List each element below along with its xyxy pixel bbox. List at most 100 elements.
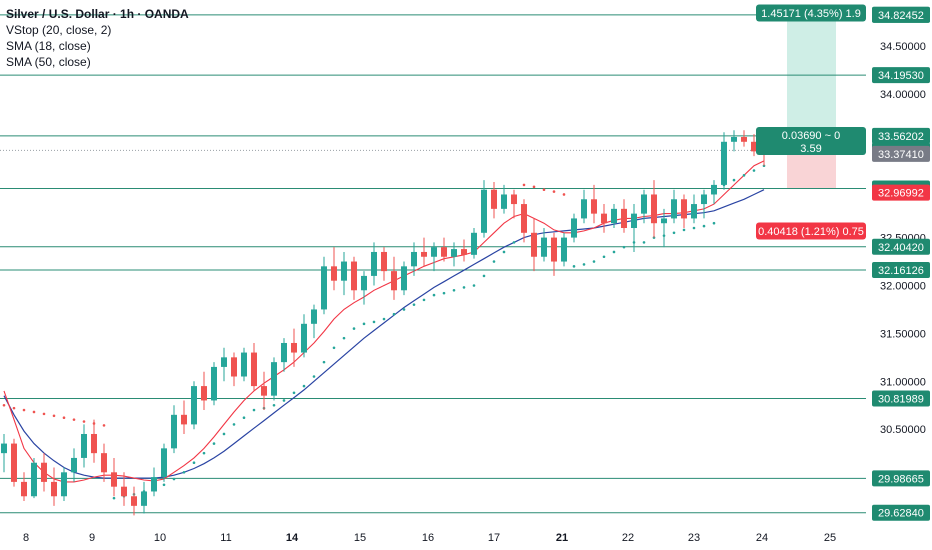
candle-body[interactable] xyxy=(581,199,587,219)
candle-body[interactable] xyxy=(671,199,677,219)
candle-body[interactable] xyxy=(571,218,577,238)
candle-body[interactable] xyxy=(611,208,617,224)
candle-body[interactable] xyxy=(111,472,117,487)
candle-body[interactable] xyxy=(711,184,717,195)
candle-body[interactable] xyxy=(181,414,187,425)
candle-body[interactable] xyxy=(191,386,197,425)
candle-body[interactable] xyxy=(481,189,487,233)
candle-body[interactable] xyxy=(21,481,27,497)
stop-label-box[interactable] xyxy=(756,222,866,240)
candle-body[interactable] xyxy=(521,204,527,233)
candle-body[interactable] xyxy=(161,448,167,478)
candle-body[interactable] xyxy=(91,433,97,454)
candle-body[interactable] xyxy=(501,194,507,209)
candle-body[interactable] xyxy=(531,232,537,257)
vstop-dot xyxy=(572,265,576,268)
candle-body[interactable] xyxy=(431,247,437,257)
candle-body[interactable] xyxy=(591,199,597,214)
candle-body[interactable] xyxy=(391,271,397,291)
candle-body[interactable] xyxy=(541,237,547,257)
candle-body[interactable] xyxy=(31,462,37,497)
indicator-vstop[interactable]: VStop (20, close, 2) xyxy=(6,23,112,37)
candle-body[interactable] xyxy=(461,249,467,255)
y-tick-label: 34.00000 xyxy=(880,89,926,101)
candle-body[interactable] xyxy=(451,249,457,257)
price-badge[interactable] xyxy=(872,67,930,84)
candle-body[interactable] xyxy=(471,232,477,255)
candle-body[interactable] xyxy=(151,477,157,492)
candle-body[interactable] xyxy=(71,457,77,473)
candle-body[interactable] xyxy=(171,414,177,449)
candle-body[interactable] xyxy=(141,491,147,506)
stop-loss-zone[interactable] xyxy=(787,150,836,189)
candle-body[interactable] xyxy=(251,352,257,387)
pnl-label-box[interactable] xyxy=(756,127,866,155)
candle-body[interactable] xyxy=(301,323,307,353)
candle-body[interactable] xyxy=(321,266,327,310)
candle-body[interactable] xyxy=(231,357,237,377)
candle-body[interactable] xyxy=(411,251,417,267)
candle-body[interactable] xyxy=(751,141,757,152)
candle-body[interactable] xyxy=(101,453,107,473)
candle-body[interactable] xyxy=(401,266,407,291)
candle-body[interactable] xyxy=(601,213,607,224)
candle-body[interactable] xyxy=(61,472,67,497)
target-label-box[interactable] xyxy=(756,4,866,22)
candle-body[interactable] xyxy=(561,237,567,262)
price-badge[interactable] xyxy=(872,504,930,521)
candle-body[interactable] xyxy=(11,443,17,482)
candle-body[interactable] xyxy=(341,261,347,281)
price-badge[interactable] xyxy=(872,6,930,23)
candle-body[interactable] xyxy=(351,261,357,291)
price-badge[interactable] xyxy=(872,145,930,162)
price-badge[interactable] xyxy=(872,262,930,279)
candle-body[interactable] xyxy=(631,213,637,229)
candle-body[interactable] xyxy=(441,247,447,257)
candle-body[interactable] xyxy=(651,194,657,224)
candle-body[interactable] xyxy=(721,141,727,185)
candle-body[interactable] xyxy=(381,251,387,272)
candle-body[interactable] xyxy=(51,481,57,497)
candle-body[interactable] xyxy=(661,218,667,224)
candle-body[interactable] xyxy=(511,194,517,205)
indicator-sma50[interactable]: SMA (50, close) xyxy=(6,55,91,69)
candle-body[interactable] xyxy=(221,357,227,367)
candle-body[interactable] xyxy=(81,433,87,458)
candle-body[interactable] xyxy=(41,462,47,482)
candle-body[interactable] xyxy=(371,251,377,276)
candle-body[interactable] xyxy=(491,189,497,209)
candle-body[interactable] xyxy=(291,342,297,353)
candle-body[interactable] xyxy=(421,251,427,257)
candle-body[interactable] xyxy=(701,194,707,205)
candle-body[interactable] xyxy=(241,352,247,377)
candle-body[interactable] xyxy=(311,309,317,324)
price-badge[interactable] xyxy=(872,184,930,201)
candle-body[interactable] xyxy=(681,199,687,219)
candle-body[interactable] xyxy=(131,496,137,506)
candle-body[interactable] xyxy=(741,136,747,142)
sma18-line[interactable] xyxy=(3,160,765,483)
candle-body[interactable] xyxy=(271,362,277,396)
candle-body[interactable] xyxy=(261,386,267,396)
price-badge[interactable] xyxy=(872,390,930,407)
candle-body[interactable] xyxy=(551,237,557,262)
candle-body[interactable] xyxy=(1,443,7,454)
candle-body[interactable] xyxy=(641,194,647,214)
indicator-sma18[interactable]: SMA (18, close) xyxy=(6,39,91,53)
candle-body[interactable] xyxy=(281,342,287,363)
price-badge[interactable] xyxy=(872,127,930,144)
candle-body[interactable] xyxy=(121,486,127,497)
price-badge[interactable] xyxy=(872,238,930,255)
candle-body[interactable] xyxy=(361,275,367,291)
sma50-line[interactable] xyxy=(3,189,765,479)
candle-body[interactable] xyxy=(331,266,337,281)
candle-body[interactable] xyxy=(691,204,697,219)
candle-body[interactable] xyxy=(731,136,737,142)
candle-body[interactable] xyxy=(621,208,627,229)
candle-body[interactable] xyxy=(201,386,207,401)
price-badge[interactable] xyxy=(872,470,930,487)
candle-body[interactable] xyxy=(211,366,217,401)
symbol-title[interactable]: Silver / U.S. Dollar · 1h · OANDA xyxy=(6,7,189,21)
